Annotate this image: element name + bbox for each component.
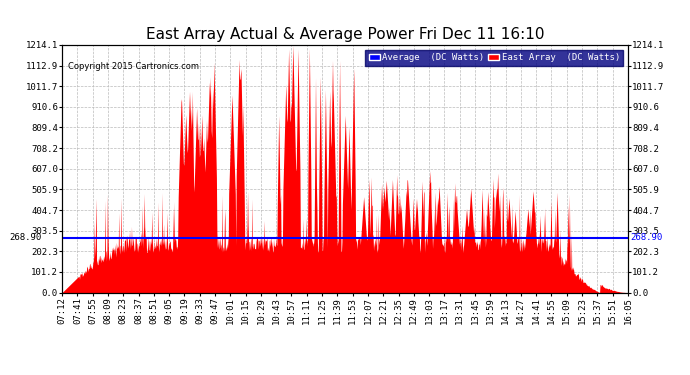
Text: 268.90: 268.90 bbox=[10, 233, 41, 242]
Text: Copyright 2015 Cartronics.com: Copyright 2015 Cartronics.com bbox=[68, 62, 199, 71]
Legend: Average  (DC Watts), East Array  (DC Watts): Average (DC Watts), East Array (DC Watts… bbox=[365, 50, 623, 66]
Title: East Array Actual & Average Power Fri Dec 11 16:10: East Array Actual & Average Power Fri De… bbox=[146, 27, 544, 42]
Text: 268.90: 268.90 bbox=[631, 233, 663, 242]
